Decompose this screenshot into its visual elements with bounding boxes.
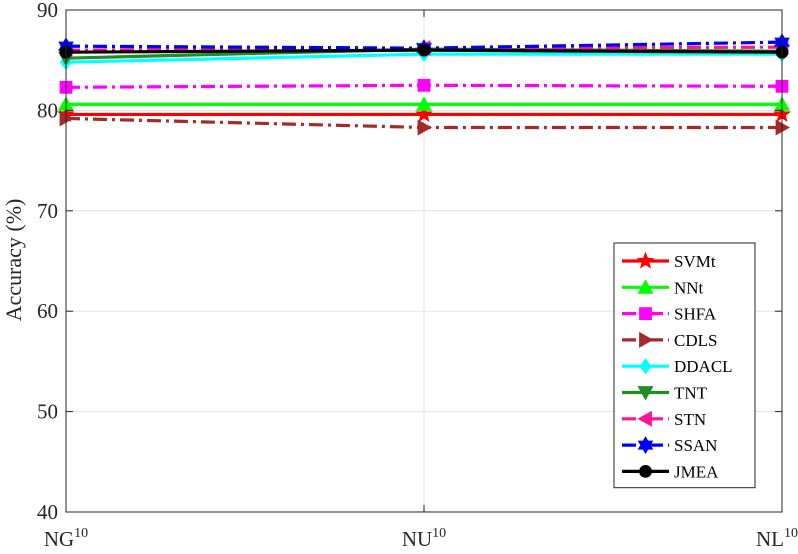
legend-marker-ddacl — [639, 358, 652, 375]
y-tick-label: 50 — [37, 400, 58, 424]
legend-label-stn: STN — [674, 410, 706, 429]
legend-item-shfa: SHFA — [622, 305, 717, 324]
x-tick-label-base: NG — [44, 527, 74, 551]
series-nnt — [58, 96, 790, 111]
legend-item-ddacl: DDACL — [622, 357, 733, 376]
legend-label-nnt: NNt — [674, 278, 704, 297]
series-layer — [57, 33, 791, 136]
legend-marker-shfa — [639, 307, 652, 320]
legend-label-ssan: SSAN — [674, 436, 717, 455]
y-tick-label: 70 — [37, 199, 58, 223]
x-tick-label-base: NU — [402, 527, 432, 551]
data-point-cdls — [775, 119, 790, 136]
y-axis-title: Accuracy (%) — [1, 199, 26, 322]
legend-item-jmea: JMEA — [622, 462, 719, 481]
legend-marker-nnt — [637, 279, 654, 294]
legend-item-tnt: TNT — [622, 384, 708, 403]
y-tick-label: 60 — [37, 299, 58, 323]
y-tick-label: 80 — [37, 98, 58, 122]
x-tick-label: NL10 — [756, 526, 798, 551]
x-tick-label: NU10 — [402, 526, 446, 551]
data-point-svmt — [415, 104, 433, 123]
legend-item-svmt: SVMt — [622, 251, 716, 271]
legend-marker-stn — [637, 410, 652, 427]
legend-label-cdls: CDLS — [674, 331, 717, 350]
data-point-cdls — [417, 119, 432, 136]
legend-marker-svmt — [636, 251, 655, 269]
x-tick-label-superscript: 10 — [784, 526, 798, 541]
x-tick-label-base: NL — [756, 527, 784, 551]
legend-item-nnt: NNt — [622, 278, 704, 297]
data-point-nnt — [416, 96, 432, 111]
legend-marker-cdls — [639, 331, 654, 348]
axes-layer — [65, 9, 783, 513]
legend-marker-ssan — [637, 436, 654, 455]
data-point-cdls — [59, 110, 74, 127]
legend-marker-tnt — [637, 386, 654, 401]
legend: SVMt NNt SHFA CDLS DDACL TNT STN SSAN JMEA — [613, 242, 756, 489]
x-tick-label-superscript: 10 — [74, 526, 88, 541]
legend-label-ddacl: DDACL — [674, 357, 733, 376]
legend-marker-jmea — [639, 465, 652, 478]
series-shfa — [59, 78, 789, 94]
legend-item-ssan: SSAN — [622, 436, 717, 455]
y-tick-label: 90 — [37, 0, 58, 22]
legend-label-tnt: TNT — [674, 384, 708, 403]
x-tick-label-superscript: 10 — [432, 526, 446, 541]
legend-item-stn: STN — [622, 410, 706, 429]
series-cdls — [59, 110, 790, 136]
y-tick-label: 40 — [37, 500, 58, 524]
data-point-jmea — [417, 43, 431, 57]
legend-item-cdls: CDLS — [622, 331, 717, 350]
legend-label-jmea: JMEA — [674, 462, 719, 481]
x-tick-label: NG10 — [44, 526, 88, 551]
legend-label-svmt: SVMt — [674, 252, 716, 271]
data-point-shfa — [417, 78, 431, 92]
legend-label-shfa: SHFA — [674, 305, 717, 324]
